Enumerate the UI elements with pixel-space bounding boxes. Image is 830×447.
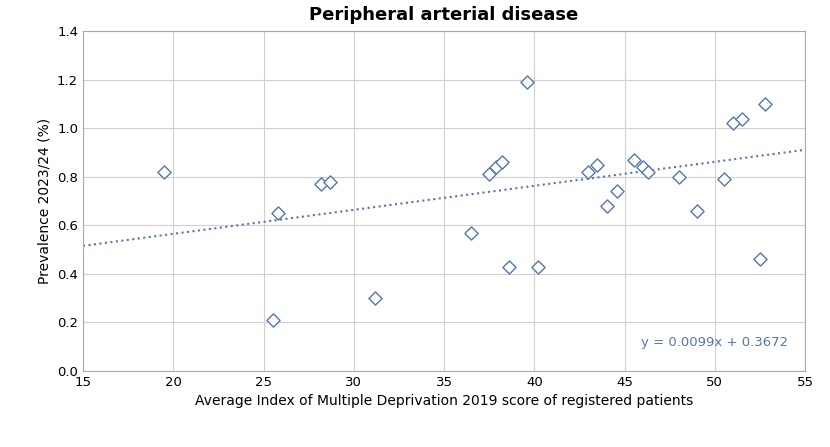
Point xyxy=(496,159,509,166)
Point xyxy=(324,178,337,186)
Point xyxy=(266,316,279,324)
Point xyxy=(759,101,772,108)
Point xyxy=(369,295,382,302)
Point xyxy=(672,173,686,181)
Point xyxy=(465,229,478,236)
Point xyxy=(158,169,171,176)
Point xyxy=(502,263,515,270)
Point xyxy=(520,79,534,86)
Point xyxy=(490,164,503,171)
Point xyxy=(591,161,604,169)
Point xyxy=(726,120,740,127)
Point xyxy=(531,263,544,270)
Point xyxy=(627,156,640,164)
Point xyxy=(315,181,328,188)
X-axis label: Average Index of Multiple Deprivation 2019 score of registered patients: Average Index of Multiple Deprivation 20… xyxy=(195,394,693,409)
Point xyxy=(642,169,655,176)
Point xyxy=(717,176,730,183)
Point xyxy=(271,210,285,217)
Point xyxy=(691,207,704,215)
Point xyxy=(735,115,749,122)
Point xyxy=(611,188,624,195)
Point xyxy=(636,164,649,171)
Y-axis label: Prevalence 2023/24 (%): Prevalence 2023/24 (%) xyxy=(37,118,51,284)
Point xyxy=(754,256,767,263)
Title: Peripheral arterial disease: Peripheral arterial disease xyxy=(310,6,579,24)
Point xyxy=(582,169,595,176)
Point xyxy=(600,202,613,210)
Point xyxy=(482,171,496,178)
Text: y = 0.0099x + 0.3672: y = 0.0099x + 0.3672 xyxy=(642,336,788,349)
